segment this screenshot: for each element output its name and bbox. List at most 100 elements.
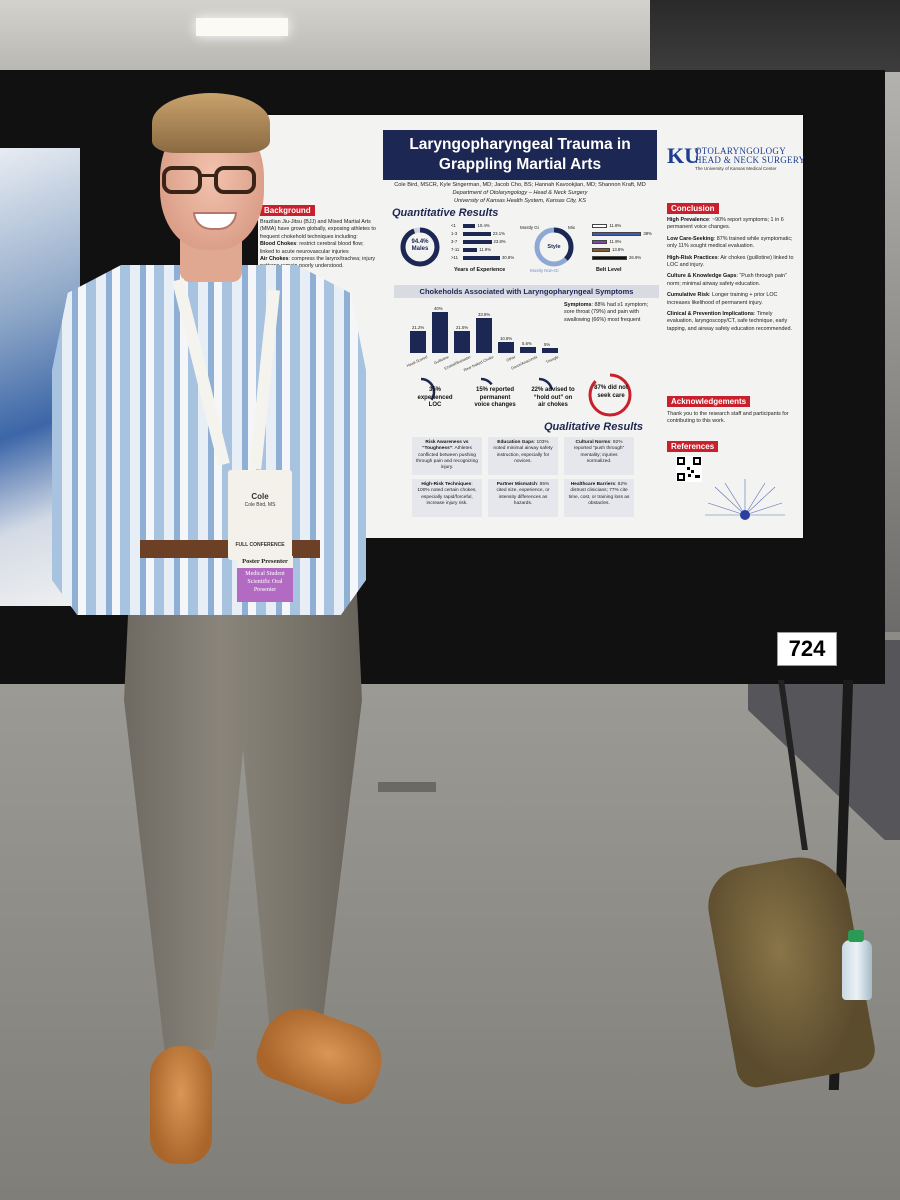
stat-arc	[466, 377, 496, 407]
years-row-bar	[463, 232, 491, 236]
qualitative-box: Cultural Norms: 92% reported “push throu…	[564, 437, 634, 475]
choke-bar-value: 21.5%	[456, 325, 469, 331]
years-row-bar	[463, 256, 500, 260]
years-row-bar	[463, 224, 476, 228]
belt-title: Belt Level	[596, 267, 622, 273]
qualitative-label: Partner Mismatch	[496, 482, 537, 487]
males-label: Males	[411, 246, 429, 252]
males-donut	[400, 227, 440, 267]
water-bottle-cap	[848, 930, 864, 942]
choke-bar-value: 5%	[544, 341, 551, 347]
blood-chokes-text: : restrict cerebral blood flow; linked t…	[260, 241, 364, 255]
ceiling-light	[196, 18, 288, 36]
choke-bar-category: Other	[505, 355, 516, 363]
style-donut	[534, 227, 574, 267]
badge-role-box: Medical Student Scientific Oral Presente…	[237, 568, 293, 602]
institution: University of Kansas Health System, Kans…	[453, 198, 587, 204]
conclusion-item-label: High Prevalence	[667, 217, 709, 223]
belt-row-bar	[592, 232, 642, 236]
stat-description: advised to “hold out” on air chokes	[533, 387, 575, 408]
stat-label: 87% did not seek care	[592, 385, 630, 400]
conclusion-item-text: : 87% trained while symptomatic; only 11…	[667, 235, 793, 250]
conclusion-item: Low Care-Seeking: 87% trained while symp…	[667, 236, 799, 251]
qualitative-label: High-Risk Techniques	[421, 482, 472, 487]
belt-row-bar	[592, 240, 608, 244]
years-row-value: 30.8%	[501, 255, 515, 260]
qualitative-text: : 100% noted certain chokes, especially …	[417, 482, 477, 506]
stat-label: 15% reported permanent voice changes	[472, 387, 518, 410]
background-heading: Background	[260, 205, 315, 216]
department: Department of Otolaryngology – Head & Ne…	[452, 190, 588, 196]
qualitative-text: : 82% distrust clinicians; 77% cite time…	[568, 482, 630, 506]
ceiling-truss	[650, 0, 900, 72]
qualitative-box: Education Gaps: 103% noted minimal airwa…	[488, 437, 558, 475]
years-row-value: 23.8%	[493, 239, 506, 244]
air-chokes-label: Air Chokes	[260, 256, 289, 263]
conclusion-item-text: : Timely evaluation, laryngoscopy/CT, sa…	[667, 311, 792, 332]
choke-bar-value: 5.6%	[522, 341, 532, 347]
stat-description: did not seek care	[597, 385, 628, 399]
years-title: Years of Experience	[454, 267, 506, 273]
qualitative-text: : 103% noted minimal airway safety instr…	[493, 440, 553, 464]
name-badge: Cole Cole Bird, MS FULL CONFERENCE	[228, 470, 292, 560]
belt-row-bar	[592, 248, 610, 252]
years-row-label: 7-11	[451, 247, 460, 252]
belt-row-value: 38%	[643, 231, 652, 236]
belt-row-value: 11.8%	[609, 223, 622, 228]
stat-arc-stroke	[466, 377, 496, 407]
years-chart: <1 10.4% 1-3 23.1% 3-7 23.8% 7-11 11.9% >11 30.8%	[451, 223, 515, 265]
logo-line-1: OTOLARYNGOLOGY	[695, 146, 787, 156]
choke-bar	[520, 347, 536, 353]
symptoms-detail: : 88% had ≥1 symptom; sore throat (79%) …	[564, 302, 649, 323]
conclusion-item: High Prevalence: ~90% report symptoms; 1…	[667, 217, 799, 232]
belt-row-bar	[592, 256, 627, 260]
glasses-bridge	[200, 174, 216, 177]
conclusion-item: Culture & Knowledge Gaps: “Push through …	[667, 273, 799, 288]
males-donut-arc	[400, 227, 440, 267]
years-row-label: >11	[451, 255, 458, 260]
stat-description: experienced LOC	[417, 394, 453, 409]
qualitative-box: Risk Awareness vs “Toughness”: Athletes …	[412, 437, 482, 475]
stat-value: 87%	[594, 385, 607, 391]
conclusion-item-text: : Air chokes (guillotine) linked to LOC …	[667, 254, 794, 269]
qualitative-text: : 92% reported “push through” mentality;…	[573, 440, 625, 464]
board-number: 724	[777, 632, 837, 666]
choke-bar	[410, 331, 426, 353]
conclusion-item-label: Low Care-Seeking	[667, 235, 714, 242]
poster-title: Laryngopharyngeal Trauma in Grappling Ma…	[383, 130, 657, 180]
blood-chokes-label: Blood Chokes	[260, 241, 297, 248]
qualitative-box: Partner Mismatch: 85% cited size, experi…	[488, 479, 558, 517]
belt-row-bar	[592, 224, 608, 228]
stat-value: 15%	[475, 387, 488, 393]
choke-bar-value: 40%	[434, 306, 443, 312]
poster-title-line-1: Laryngopharyngeal Trauma in	[409, 136, 631, 153]
belt-row-value: 13.8%	[611, 247, 625, 252]
badge-conference: FULL CONFERENCE	[235, 542, 285, 548]
choke-bar	[432, 312, 448, 353]
author-list: Cole Bird, MSCR, Kyle Singerman, MD; Jac…	[394, 182, 646, 188]
stat-arc	[588, 373, 632, 417]
acknowledgements-text: Thank you to the research staff and part…	[667, 411, 789, 425]
style-mostly-gi: Mostly Gi	[520, 225, 539, 230]
badge-role-poster: Poster Presenter	[237, 556, 293, 568]
years-row-label: <1	[451, 223, 456, 228]
background-text: Brazilian Jiu-Jitsu (BJJ) and Mixed Mart…	[260, 219, 378, 271]
qualitative-label: Education Gaps	[497, 440, 534, 445]
starburst-graphic	[705, 479, 785, 520]
qualitative-text: : 85% cited size, experience, or intensi…	[496, 482, 550, 506]
choke-bar-value: 10.8%	[500, 335, 513, 341]
style-donut-arc	[534, 227, 574, 267]
style-center: Style	[547, 244, 561, 250]
floor-drain	[378, 782, 436, 792]
years-row-label: 3-7	[451, 239, 458, 244]
belt-row-value: 26.9%	[628, 255, 642, 260]
glasses	[162, 166, 262, 196]
conclusion-item-text: : ~90% report symptoms; 1 in 6 permanent…	[667, 217, 784, 231]
qualitative-box: High-Risk Techniques: 100% noted certain…	[412, 479, 482, 517]
conclusion-item: Clinical & Prevention Implications: Time…	[667, 311, 799, 333]
badge-fullname: Cole Bird, MS	[244, 502, 276, 508]
conclusion-item-label: Culture & Knowledge Gaps	[667, 273, 737, 280]
males-pct: 94.4%	[411, 239, 429, 245]
quantitative-heading: Quantitative Results	[392, 207, 499, 219]
